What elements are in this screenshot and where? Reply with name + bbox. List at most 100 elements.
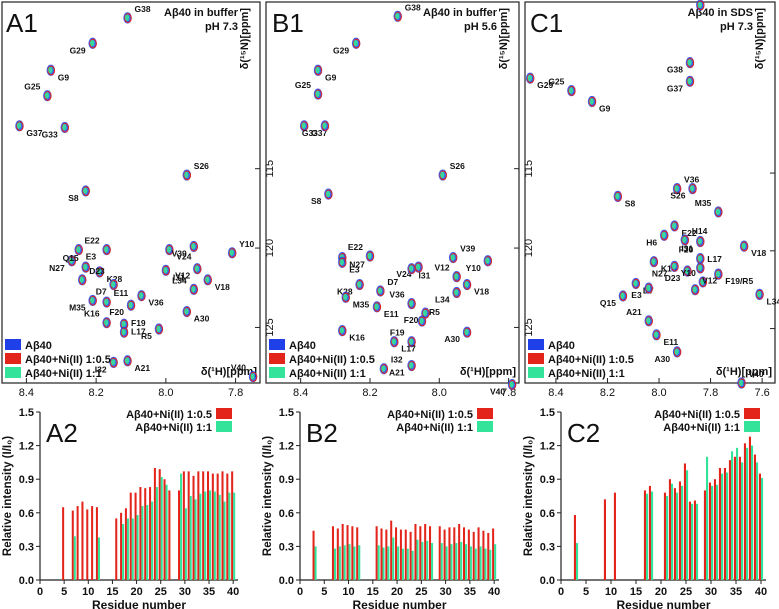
peak-contour-red: [127, 300, 136, 311]
bar-ni05-residue-21: [399, 529, 402, 580]
peak-contour-green: [671, 262, 677, 270]
x-tick-label: 35: [464, 586, 476, 598]
peak-contour-green: [377, 287, 383, 294]
peak-contour-green: [353, 39, 358, 47]
x-tick-label: 8.2: [362, 387, 377, 399]
peak-label: Y10: [466, 263, 481, 273]
bar-ni1-residue-35: [469, 546, 472, 580]
peak-contour-red: [162, 265, 171, 276]
legend-swatch: [5, 367, 21, 378]
x-axis-title: δ(¹H)[ppm]: [201, 366, 257, 378]
bar-ni05-residue-39: [487, 532, 490, 580]
peak-contour-red: [568, 86, 576, 96]
peak-g37: G37: [15, 120, 43, 138]
bar-ni1-residue-39: [756, 462, 759, 580]
bar-ni05-residue-37: [477, 527, 480, 580]
peak-label: V36: [684, 175, 699, 185]
panel-label: C1: [530, 8, 563, 38]
peak-label: V12: [175, 271, 190, 281]
peak-contour-green: [90, 297, 95, 304]
peak-contour-red: [321, 121, 330, 132]
peak-contour-red: [588, 96, 597, 107]
bar-ni1-residue-36: [741, 462, 744, 580]
peak-contour-red: [418, 316, 427, 327]
bar-ni05-residue-17: [120, 512, 123, 580]
bar-ni1-residue-12: [97, 537, 100, 580]
peak-q15: Q15: [600, 290, 628, 308]
peak-label: I31: [419, 271, 431, 281]
peak-f19: F19: [390, 328, 416, 348]
bar-ni05-residue-34: [728, 460, 731, 580]
bar-ni05-residue-8: [336, 528, 339, 580]
peak-m35: M35: [341, 291, 370, 309]
bar-ni1-residue-37: [746, 447, 749, 580]
bar-ni1-residue-38: [751, 445, 754, 580]
spectrum-title: Aβ40 in SDS: [688, 7, 753, 19]
peak-contour-green: [121, 328, 126, 336]
bar-ni1-residue-18: [651, 491, 654, 580]
peak-contour-red: [415, 262, 423, 273]
peak-label: F20: [109, 307, 124, 317]
peak-d7: D7: [376, 277, 399, 297]
peak-label: L34: [435, 295, 450, 305]
peak-contour-green: [367, 252, 372, 259]
bar-ni1-residue-32: [194, 499, 197, 580]
spectrum-title: Aβ40 in buffer: [423, 7, 498, 19]
bar-ni05-residue-40: [492, 528, 495, 580]
peak-contour-red: [166, 245, 174, 255]
bar-ni1-residue-40: [761, 478, 764, 580]
peak-contour-red: [120, 327, 129, 338]
peak-g38: G38: [393, 2, 421, 22]
peak-label: G9: [58, 72, 70, 82]
peak-label: E11: [114, 288, 129, 298]
peak-contour-green: [339, 258, 345, 266]
peak-contour-green: [741, 242, 746, 250]
peak-contour-green: [138, 292, 144, 299]
bar-ni1-residue-30: [445, 546, 448, 580]
peak-g9: G9: [313, 64, 337, 82]
bar-ni05-residue-27: [168, 490, 171, 580]
peak-label: G33: [707, 0, 723, 1]
bar-ni1-residue-31: [189, 496, 192, 580]
bar-ni05-residue-17: [380, 528, 383, 580]
peak-label: I31: [173, 272, 185, 282]
bar-ni1-residue-26: [426, 540, 429, 580]
peak-label: E22: [681, 228, 696, 238]
peak-contour-green: [163, 266, 168, 274]
peak-r5: R5: [141, 323, 164, 341]
bar-ni1-residue-7: [73, 536, 76, 580]
peak-contour-green: [103, 246, 109, 253]
peak-contour-red: [356, 279, 364, 290]
peak-label: G38: [405, 2, 421, 12]
peak-a21: A21: [626, 307, 653, 327]
peak-contour-red: [342, 292, 350, 303]
x-tick-label: 25: [415, 586, 427, 598]
bar-ni1-residue-30: [711, 485, 714, 580]
bar-ni1-residue-29: [706, 456, 709, 580]
peak-contour-red: [155, 324, 164, 335]
peak-label: M35: [353, 299, 370, 309]
bar-ni05-residue-33: [197, 471, 200, 580]
peak-contour-green: [322, 122, 327, 129]
peak-contour-green: [684, 267, 690, 275]
peak-contour-green: [156, 325, 161, 333]
peak-label: G9: [325, 72, 337, 82]
y-axis-title: Relative intensity (I/I₀): [262, 436, 274, 556]
bar-ni1-residue-23: [151, 501, 154, 580]
peak-contour-green: [395, 12, 400, 20]
peak-v40: V40: [737, 369, 764, 389]
peak-contour-green: [653, 331, 659, 338]
peak-contour-red: [339, 257, 347, 268]
peak-label: G37: [26, 128, 42, 138]
bar-ni1-residue-3: [314, 546, 317, 580]
peak-contour-green: [440, 171, 445, 179]
peak-label: E11: [663, 337, 678, 347]
x-tick-label: 10: [82, 586, 94, 598]
peak-contour-green: [229, 249, 234, 256]
x-tick-label: 40: [227, 586, 239, 598]
peak-label: G33: [302, 128, 318, 138]
peak-label: D7: [387, 277, 398, 287]
y-tick-label: 115: [523, 160, 535, 178]
peak-e3: E3: [631, 282, 653, 300]
